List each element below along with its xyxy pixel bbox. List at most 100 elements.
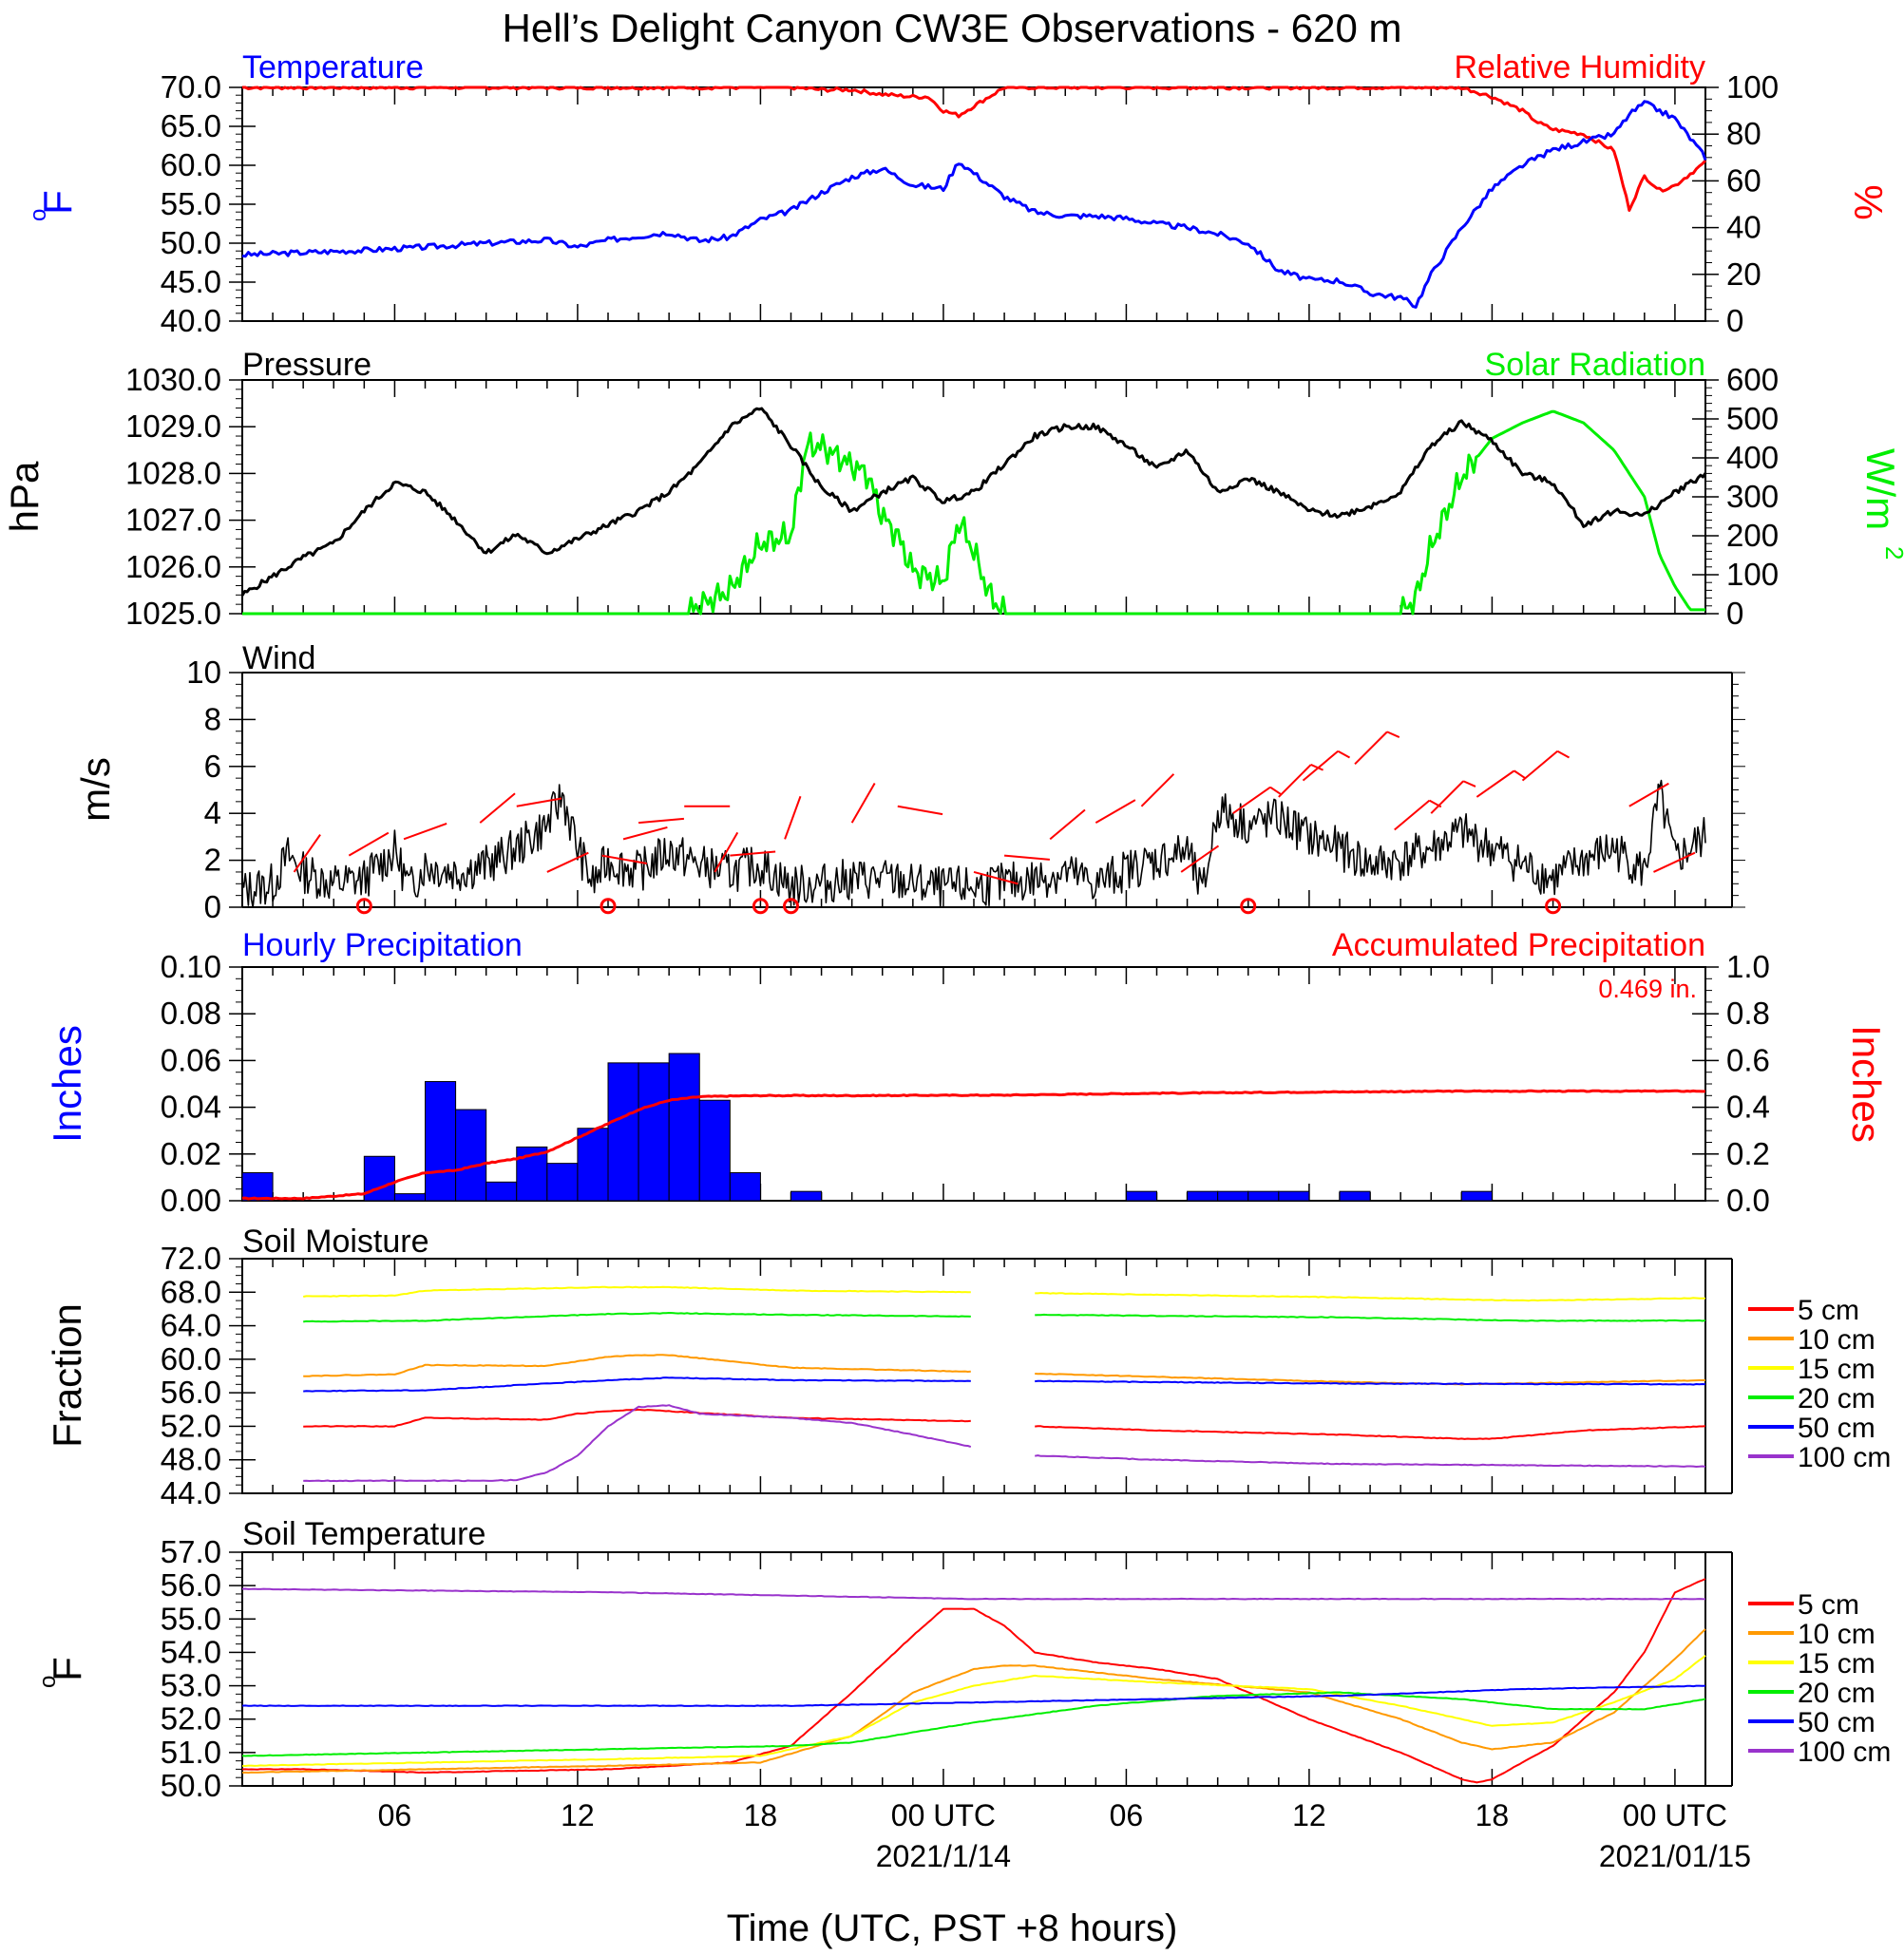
wind-barb [1302, 750, 1339, 782]
precipitation-panel: 0.00 0.02 0.04 0.06 0.08 0.10 0.0 0.2 0.4 0.6 0.8 1… [45, 927, 1889, 1218]
pressure-tick-label: 1025.0 [125, 596, 221, 631]
humidity-title: Relative Humidity [1454, 49, 1705, 85]
soil-moisture-tick-label: 68.0 [161, 1274, 221, 1309]
soil-moisture-tick-label: 72.0 [161, 1241, 221, 1276]
soil-moisture-frame [241, 1258, 1706, 1494]
x-tick-label: 18 [1476, 1798, 1510, 1832]
solar-tick-label: 400 [1726, 440, 1779, 475]
pressure-tick-label: 1026.0 [125, 549, 221, 584]
hourly-precip-tick-label: 0.10 [161, 949, 221, 984]
soil-temperature-panel: 50.051.052.053.054.055.056.057.0 Soil Tem… [35, 1516, 1891, 1803]
precip-bar [1217, 1190, 1249, 1202]
x-tick-label: 12 [561, 1798, 595, 1832]
calm-wind-marker [355, 898, 372, 915]
soil-moisture-line [303, 1408, 971, 1428]
humidity-tick-label: 60 [1726, 162, 1761, 198]
precip-bar [638, 1062, 670, 1202]
wind-barb [622, 826, 668, 841]
figure-title: Hell’s Delight Canyon CW3E Observations … [503, 6, 1402, 50]
legend-label: 50 cm [1798, 1413, 1875, 1444]
accum-precip-tick-label: 1.0 [1726, 949, 1770, 984]
wind-barb [1430, 780, 1464, 814]
soil-temperature-tick-label: 52.0 [161, 1701, 221, 1737]
humidity-tick-label: 20 [1726, 256, 1761, 292]
wind-barb [897, 805, 943, 816]
soil-temperature-unit-label: F [45, 1657, 89, 1681]
wind-barb-flag [1310, 764, 1323, 771]
temperature-tick-label: 70.0 [161, 69, 221, 104]
hourly-precip-unit-label: Inches [45, 1025, 89, 1143]
soil-moisture-line [303, 1354, 971, 1377]
precip-bar [1339, 1190, 1371, 1202]
pressure-tick-label: 1030.0 [125, 362, 221, 397]
temperature-tick-label: 60.0 [161, 147, 221, 182]
wind-panel: 0 2 4 6 8 10 Wind m/s [73, 640, 1745, 924]
soil-temperature-line [241, 1684, 1706, 1707]
soil-temperature-line [241, 1654, 1706, 1767]
wind-tick-label: 8 [204, 701, 221, 736]
pressure-title: Pressure [242, 347, 371, 383]
legend-label: 15 cm [1798, 1648, 1875, 1680]
wind-barb [348, 831, 390, 857]
x-date-label: 2021/1/14 [876, 1839, 1011, 1873]
soil-moisture-unit-label: Fraction [45, 1303, 89, 1448]
wind-title: Wind [242, 640, 315, 676]
wind-barb-flag [1556, 750, 1571, 759]
calm-wind-marker [600, 898, 617, 915]
pressure-line [240, 407, 1707, 597]
legend-label: 15 cm [1798, 1354, 1875, 1385]
precip-bar [1247, 1190, 1280, 1202]
x-tick-label: 06 [378, 1798, 412, 1832]
soil-moisture-line [303, 1404, 972, 1483]
soil-temperature-tick-label: 56.0 [161, 1567, 221, 1603]
soil-moisture-tick-label: 48.0 [161, 1442, 221, 1477]
x-axis-label: Time (UTC, PST +8 hours) [727, 1908, 1178, 1949]
wind-unit-label: m/s [73, 757, 118, 822]
wind-barb [1394, 799, 1431, 831]
solar-unit-label: W/m [1858, 448, 1903, 530]
soil-moisture-line [1035, 1454, 1706, 1468]
soil-temperature-tick-label: 53.0 [161, 1668, 221, 1703]
wind-tick-label: 6 [204, 749, 221, 784]
accum-precip-tick-label: 0.8 [1726, 996, 1770, 1031]
precip-bar [1278, 1190, 1310, 1202]
soil-moisture-tick-label: 60.0 [161, 1341, 221, 1376]
humidity-line [242, 85, 1707, 212]
x-tick-label: 00 UTC [891, 1798, 996, 1832]
precip-bar [668, 1053, 700, 1202]
soil-moisture-title: Soil Moisture [242, 1224, 429, 1260]
precip-bar [1460, 1190, 1493, 1202]
x-tick-label: 06 [1110, 1798, 1144, 1832]
temperature-tick-label: 40.0 [161, 303, 221, 338]
wind-barb [1521, 750, 1558, 782]
x-tick-label: 12 [1292, 1798, 1326, 1832]
soil-moisture-panel: 44.048.052.056.060.064.068.072.0 Soil Moi… [45, 1224, 1891, 1510]
wind-barb [293, 834, 321, 873]
x-tick-label: 00 UTC [1623, 1798, 1727, 1832]
legend-label: 5 cm [1798, 1295, 1859, 1326]
accum-precip-tick-label: 0.0 [1726, 1183, 1770, 1218]
legend-label: 10 cm [1798, 1619, 1875, 1650]
accum-precip-title: Accumulated Precipitation [1332, 927, 1705, 963]
temperature-tick-label: 50.0 [161, 225, 221, 260]
pressure-panel: 1025.0 1026.0 1027.0 1028.0 1029.0 1030.0 0 100… [2, 347, 1904, 631]
wind-barb [1628, 782, 1669, 807]
legend-label: 20 cm [1798, 1383, 1875, 1414]
soil-moisture-line [303, 1312, 971, 1323]
wind-barb [1140, 773, 1175, 807]
wind-speed-line [241, 779, 1706, 908]
soil-moisture-line [1035, 1379, 1706, 1386]
accum-total-label: 0.469 in. [1598, 975, 1697, 1003]
pressure-unit-label: hPa [2, 461, 47, 532]
solar-tick-label: 100 [1726, 557, 1779, 592]
humidity-tick-label: 100 [1726, 69, 1779, 104]
x-date-label: 2021/01/15 [1599, 1839, 1751, 1873]
soil-temperature-tick-label: 51.0 [161, 1735, 221, 1770]
degree-symbol: o [26, 209, 51, 221]
soil-temperature-tick-label: 57.0 [161, 1534, 221, 1569]
hourly-precip-tick-label: 0.00 [161, 1183, 221, 1218]
precip-bar [1125, 1190, 1157, 1202]
legend-label: 10 cm [1798, 1324, 1875, 1356]
soil-temperature-tick-label: 50.0 [161, 1768, 221, 1803]
